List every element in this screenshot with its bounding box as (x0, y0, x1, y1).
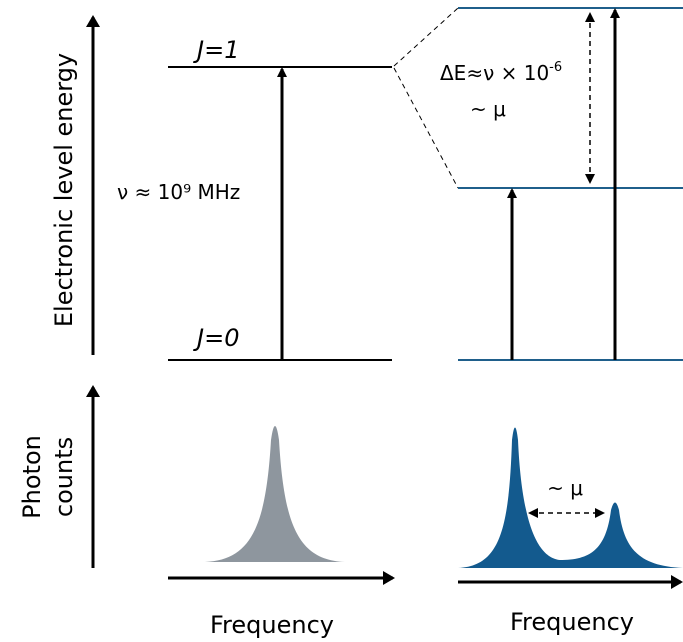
level-label: J=0 (193, 324, 239, 352)
x-axis-label: Frequency (510, 608, 634, 636)
scaling-label: ~ μ (470, 97, 506, 121)
spectrum-peak (458, 427, 683, 568)
y-axis-label: Photon (18, 435, 46, 519)
splitting-text: ΔE≈ν × 10 (440, 61, 549, 85)
splitting-label: ΔE≈ν × 10-6 (440, 60, 562, 85)
splitting-exponent: -6 (549, 60, 562, 75)
y-axis-label: counts (50, 437, 78, 517)
spectrum-peak (205, 426, 345, 562)
level-label: J=1 (193, 36, 239, 64)
dashed-connector (393, 7, 459, 67)
y-axis-label: Electronic level energy (50, 53, 78, 327)
transition-label: ν ≈ 10⁹ MHz (117, 180, 240, 204)
x-axis-label: Frequency (210, 611, 334, 639)
dashed-connector (393, 67, 459, 189)
separation-label: ~ μ (547, 476, 583, 500)
